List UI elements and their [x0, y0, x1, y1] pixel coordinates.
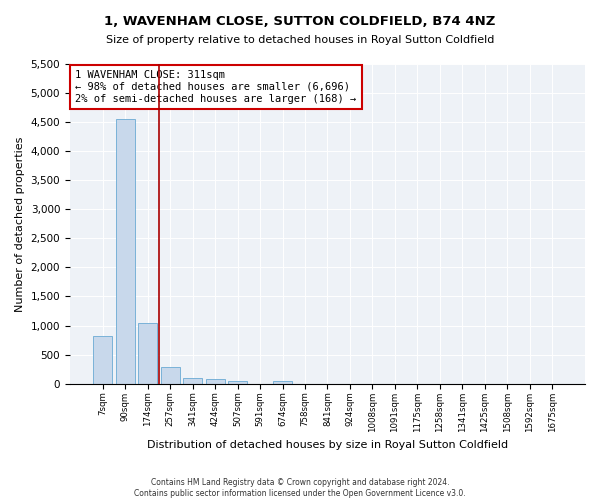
Bar [273, 380, 292, 384]
Bar [206, 380, 225, 384]
Y-axis label: Number of detached properties: Number of detached properties [15, 136, 25, 312]
Bar [161, 368, 180, 384]
Text: Size of property relative to detached houses in Royal Sutton Coldfield: Size of property relative to detached ho… [106, 35, 494, 45]
Text: 1 WAVENHAM CLOSE: 311sqm
← 98% of detached houses are smaller (6,696)
2% of semi: 1 WAVENHAM CLOSE: 311sqm ← 98% of detach… [75, 70, 356, 104]
Bar [183, 378, 202, 384]
Text: Contains HM Land Registry data © Crown copyright and database right 2024.
Contai: Contains HM Land Registry data © Crown c… [134, 478, 466, 498]
Bar [138, 323, 157, 384]
Bar [94, 336, 112, 384]
Bar [116, 118, 135, 384]
X-axis label: Distribution of detached houses by size in Royal Sutton Coldfield: Distribution of detached houses by size … [147, 440, 508, 450]
Text: 1, WAVENHAM CLOSE, SUTTON COLDFIELD, B74 4NZ: 1, WAVENHAM CLOSE, SUTTON COLDFIELD, B74… [104, 15, 496, 28]
Bar [228, 380, 247, 384]
